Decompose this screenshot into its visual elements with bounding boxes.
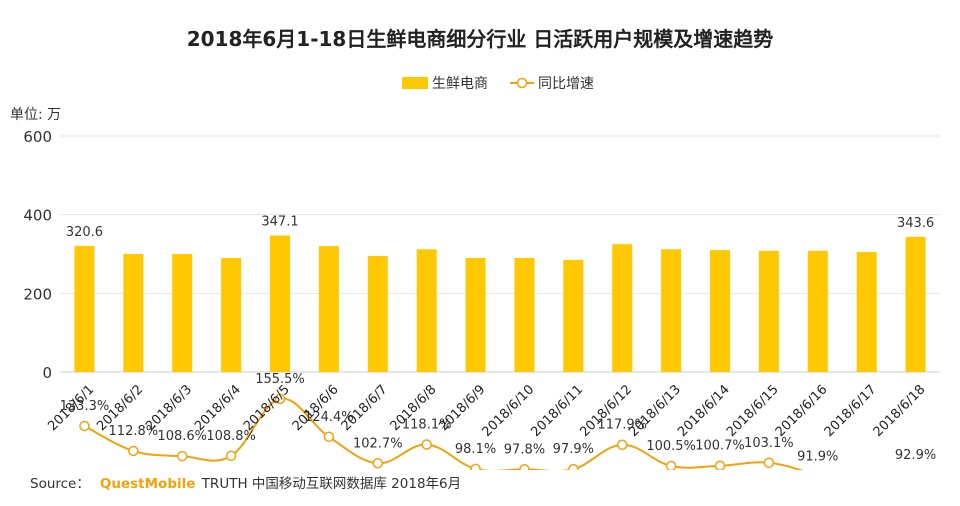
legend: 生鲜电商 同比增速 — [402, 76, 594, 92]
x-label-2018/6/5: 2018/6/5 — [241, 382, 293, 434]
bars — [74, 235, 926, 372]
legend-bar-label: 生鲜电商 — [432, 76, 488, 92]
bar-2018/6/13 — [661, 249, 682, 372]
growth-label-2018/6/2: 112.8% — [109, 424, 159, 439]
x-label-2018/6/9: 2018/6/9 — [436, 382, 488, 434]
bar-2018/6/16 — [807, 250, 828, 372]
bar-2018/6/1 — [74, 245, 95, 372]
growth-point-2018/6/1 — [79, 420, 90, 432]
growth-label-2018/6/7: 102.7% — [353, 436, 403, 451]
x-label-2018/6/4: 2018/6/4 — [192, 382, 244, 434]
growth-point-2018/6/3 — [176, 450, 188, 462]
y-axis-ticks: 0 200 400 600 — [23, 128, 52, 382]
y-tick-400: 400 — [23, 207, 52, 225]
legend-bar-swatch — [402, 77, 428, 89]
chart-title: 2018年6月1-18日生鲜电商细分行业 日活跃用户规模及增速趋势 — [187, 27, 774, 51]
growth-point-2018/6/4 — [225, 450, 237, 462]
bar-2018/6/2 — [123, 254, 144, 372]
source-text: TRUTH 中国移动互联网数据库 2018年6月 — [201, 476, 462, 492]
chart: 2018年6月1-18日生鲜电商细分行业 日活跃用户规模及增速趋势 生鲜电商 同… — [10, 27, 940, 470]
x-label-2018/6/16: 2018/6/16 — [773, 382, 831, 440]
growth-label-2018/6/3: 108.6% — [157, 429, 207, 444]
growth-point-2018/6/11 — [568, 463, 579, 470]
growth-label-2018/6/14: 100.7% — [695, 439, 745, 454]
bar-2018/6/12 — [612, 244, 633, 372]
growth-point-2018/6/10 — [519, 464, 530, 470]
x-label-2018/6/11: 2018/6/11 — [528, 382, 586, 440]
bar-2018/6/7 — [367, 255, 388, 372]
growth-label-2018/6/16: 91.9% — [797, 449, 838, 464]
growth-point-2018/6/14 — [714, 460, 726, 470]
growth-point-2018/6/9 — [470, 463, 481, 470]
bar-2018/6/14 — [710, 250, 730, 372]
gridlines — [60, 135, 940, 373]
x-label-2018/6/18: 2018/6/18 — [871, 382, 929, 440]
source-label: Source： — [30, 476, 90, 492]
growth-point-2018/6/2 — [128, 445, 139, 457]
bar-2018/6/5 — [270, 235, 290, 372]
y-tick-600: 600 — [23, 128, 52, 146]
y-tick-0: 0 — [42, 364, 52, 382]
growth-label-2018/6/15: 103.1% — [744, 436, 794, 451]
bar-2018/6/8 — [416, 249, 437, 372]
bar-label-2018/6/1: 320.6 — [66, 225, 103, 240]
legend-line-marker — [516, 77, 528, 89]
x-label-2018/6/14: 2018/6/14 — [675, 382, 733, 440]
growth-point-2018/6/7 — [372, 458, 384, 469]
x-label-2018/6/13: 2018/6/13 — [626, 382, 684, 440]
x-label-2018/6/17: 2018/6/17 — [822, 382, 880, 440]
growth-point-2018/6/8 — [421, 439, 432, 450]
brand-name: QuestMobile — [99, 476, 196, 492]
growth-label-2018/6/9: 98.1% — [455, 442, 496, 457]
growth-label-2018/6/5: 155.5% — [255, 372, 305, 387]
bar-label-2018/6/5: 347.1 — [261, 214, 298, 229]
growth-point-2018/6/12 — [616, 439, 628, 450]
y-axis-unit: 单位: 万 — [10, 107, 61, 123]
x-label-2018/6/3: 2018/6/3 — [143, 382, 195, 434]
legend-line-label: 同比增速 — [538, 76, 594, 92]
bar-2018/6/3 — [172, 254, 193, 372]
source-footer: Source： QuestMobile TRUTH 中国移动互联网数据库 2018… — [30, 472, 461, 492]
bar-2018/6/18 — [905, 236, 926, 372]
growth-label-2018/6/1: 133.3% — [60, 399, 110, 414]
growth-label-2018/6/18: 92.9% — [895, 448, 936, 463]
bar-2018/6/9 — [465, 257, 486, 372]
x-label-2018/6/10: 2018/6/10 — [480, 382, 538, 440]
bar-2018/6/10 — [514, 257, 535, 372]
bar-2018/6/11 — [563, 259, 584, 372]
bar-2018/6/4 — [221, 257, 242, 372]
bar-2018/6/17 — [856, 252, 877, 372]
growth-point-2018/6/5 — [274, 393, 286, 405]
growth-label-2018/6/10: 97.8% — [504, 442, 545, 457]
growth-point-2018/6/15 — [763, 457, 775, 469]
x-label-2018/6/7: 2018/6/7 — [339, 382, 391, 434]
bar-2018/6/6 — [318, 246, 339, 372]
growth-label-2018/6/6: 124.4% — [304, 410, 354, 425]
growth-labels: 133.3% 112.8% 108.6% 108.8% 155.5% 124.4% 102.… — [60, 372, 937, 465]
growth-label-2018/6/4: 108.8% — [206, 429, 256, 444]
bar-label-2018/6/18: 343.6 — [897, 216, 934, 231]
bar-labels: 320.6 347.1 343.6 — [66, 214, 934, 239]
x-label-2018/6/15: 2018/6/15 — [724, 382, 782, 440]
growth-point-2018/6/13 — [665, 460, 677, 470]
growth-label-2018/6/11: 97.9% — [553, 442, 594, 457]
y-tick-200: 200 — [23, 285, 52, 303]
growth-points — [79, 393, 916, 470]
growth-point-2018/6/6 — [323, 431, 335, 443]
bar-2018/6/15 — [758, 250, 779, 372]
growth-label-2018/6/8: 118.1% — [402, 417, 452, 432]
growth-label-2018/6/12: 117.9% — [597, 418, 647, 433]
growth-label-2018/6/13: 100.5% — [646, 439, 696, 454]
x-label-2018/6/6: 2018/6/6 — [290, 382, 342, 434]
